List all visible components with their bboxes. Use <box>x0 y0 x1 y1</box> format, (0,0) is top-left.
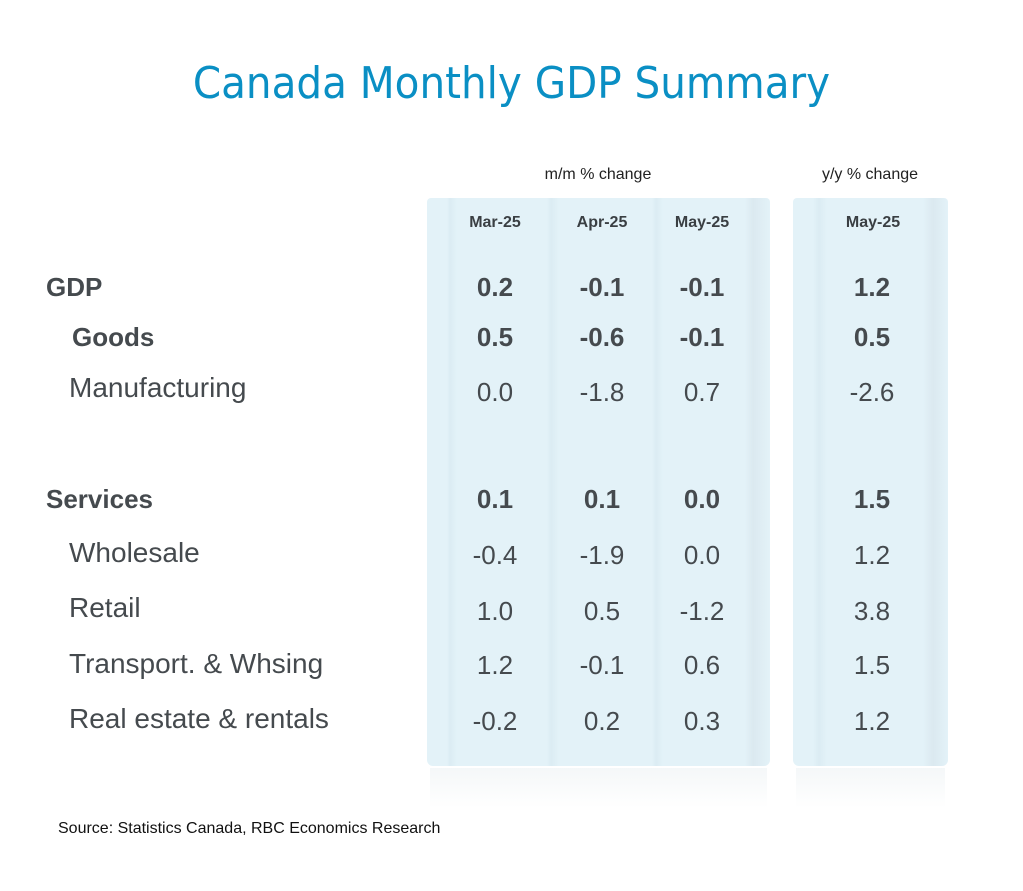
mm-panel <box>427 198 770 766</box>
column-header-mar-25: Mar-25 <box>469 214 521 231</box>
table-cell: 1.2 <box>853 272 891 302</box>
table-cell: -0.1 <box>679 272 725 302</box>
table-cell: 1.2 <box>476 650 514 680</box>
table-cell: 0.3 <box>683 706 721 736</box>
table-cell: -2.6 <box>849 377 895 407</box>
table-cell: 0.0 <box>683 484 721 514</box>
table-cell: -0.6 <box>579 322 625 352</box>
source-note: Source: Statistics Canada, RBC Economics… <box>58 820 441 837</box>
table-cell: 0.5 <box>583 596 621 626</box>
table-cell: 0.7 <box>683 377 721 407</box>
row-label: Transport. & Whsing <box>69 648 324 679</box>
column-header-may-25-mm: May-25 <box>674 214 730 231</box>
row-label: Manufacturing <box>69 372 247 403</box>
yy-change-label: y/y % change <box>821 166 919 183</box>
row-label: Services <box>46 484 153 514</box>
table-cell: 0.1 <box>583 484 621 514</box>
column-header-may-25-yy: May-25 <box>845 214 901 231</box>
table-cell: 3.8 <box>853 596 891 626</box>
table-cell: -1.9 <box>579 540 625 570</box>
row-label: Goods <box>72 322 155 352</box>
table-cell: 0.1 <box>476 484 514 514</box>
table-cell: -0.2 <box>472 706 518 736</box>
table-cell: 0.0 <box>683 540 721 570</box>
table-cell: -0.1 <box>579 650 625 680</box>
table-cell: -0.4 <box>472 540 518 570</box>
table-cell: 1.2 <box>853 540 891 570</box>
table-cell: 1.0 <box>476 596 514 626</box>
table-cell: -1.2 <box>679 596 725 626</box>
row-label: Retail <box>69 592 141 623</box>
table-cell: -0.1 <box>579 272 625 302</box>
row-label: Wholesale <box>69 537 200 568</box>
table-cell: 0.6 <box>683 650 721 680</box>
table-cell: 0.5 <box>853 322 891 352</box>
column-header-apr-25: Apr-25 <box>576 214 628 231</box>
page-title: Canada Monthly GDP Summary <box>192 58 831 109</box>
table-cell: 0.5 <box>476 322 514 352</box>
yy-panel <box>793 198 948 766</box>
row-label: GDP <box>46 272 103 302</box>
mm-change-label: m/m % change <box>544 166 652 183</box>
table-cell: -1.8 <box>579 377 625 407</box>
table-cell: 1.2 <box>853 706 891 736</box>
table-cell: 0.2 <box>583 706 621 736</box>
mm-panel-reflection <box>430 768 767 808</box>
table-cell: 1.5 <box>853 484 891 514</box>
yy-panel-reflection <box>796 768 945 808</box>
table-cell: 0.0 <box>476 377 514 407</box>
table-cell: 1.5 <box>853 650 891 680</box>
row-label: Real estate & rentals <box>69 703 329 734</box>
table-cell: -0.1 <box>679 322 725 352</box>
table-cell: 0.2 <box>476 272 514 302</box>
